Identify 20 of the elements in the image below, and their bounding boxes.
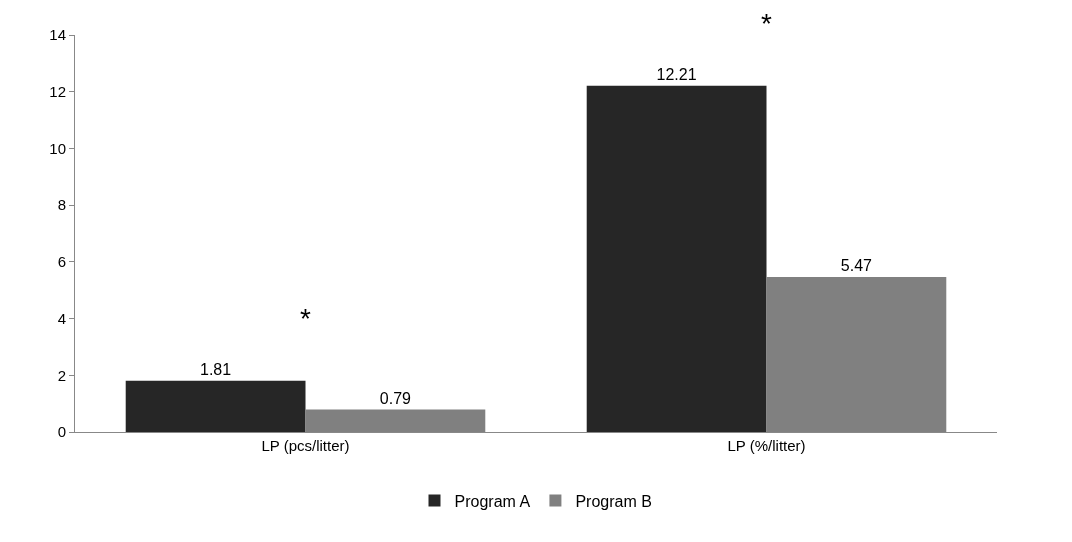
x-tick-label: LP (%/litter) — [727, 437, 806, 454]
legend-label: Program A — [454, 492, 531, 510]
data-label: 1.81 — [199, 360, 232, 378]
y-tick-label: 6 — [57, 253, 66, 271]
legend-label: Program B — [575, 492, 652, 510]
y-tick-label: 10 — [49, 139, 66, 157]
data-label: 0.79 — [379, 389, 412, 407]
y-tick-label: 2 — [57, 366, 66, 384]
bar — [125, 380, 306, 432]
data-label: 12.21 — [656, 65, 697, 83]
y-tick-label: 14 — [49, 26, 66, 44]
y-tick-label: 4 — [57, 309, 66, 327]
x-tick-label: LP (pcs/litter) — [261, 437, 350, 454]
y-tick-label: 12 — [49, 82, 66, 100]
annotation: * — [761, 8, 772, 39]
annotation: * — [300, 303, 311, 334]
y-tick-label: 8 — [57, 196, 66, 214]
bar — [586, 85, 767, 432]
y-tick-label: 0 — [57, 423, 66, 441]
data-label: 5.47 — [840, 256, 873, 274]
